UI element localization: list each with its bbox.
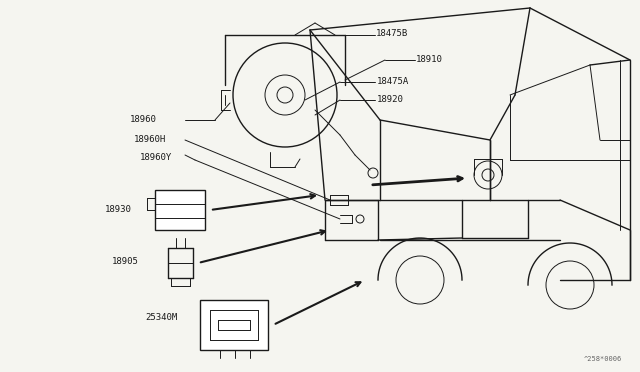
Text: 18960: 18960 — [130, 115, 157, 125]
Text: 18910: 18910 — [416, 55, 443, 64]
Text: 25340M: 25340M — [145, 314, 177, 323]
Text: 18905: 18905 — [112, 257, 139, 266]
Text: 18960H: 18960H — [134, 135, 166, 144]
FancyBboxPatch shape — [155, 190, 205, 230]
Text: 18475B: 18475B — [376, 29, 408, 38]
Text: 18920: 18920 — [377, 96, 404, 105]
FancyBboxPatch shape — [200, 300, 268, 350]
Text: 18960Y: 18960Y — [140, 154, 172, 163]
Text: 18475A: 18475A — [377, 77, 409, 87]
Text: ^258*0006: ^258*0006 — [584, 356, 622, 362]
Text: 18930: 18930 — [105, 205, 132, 215]
